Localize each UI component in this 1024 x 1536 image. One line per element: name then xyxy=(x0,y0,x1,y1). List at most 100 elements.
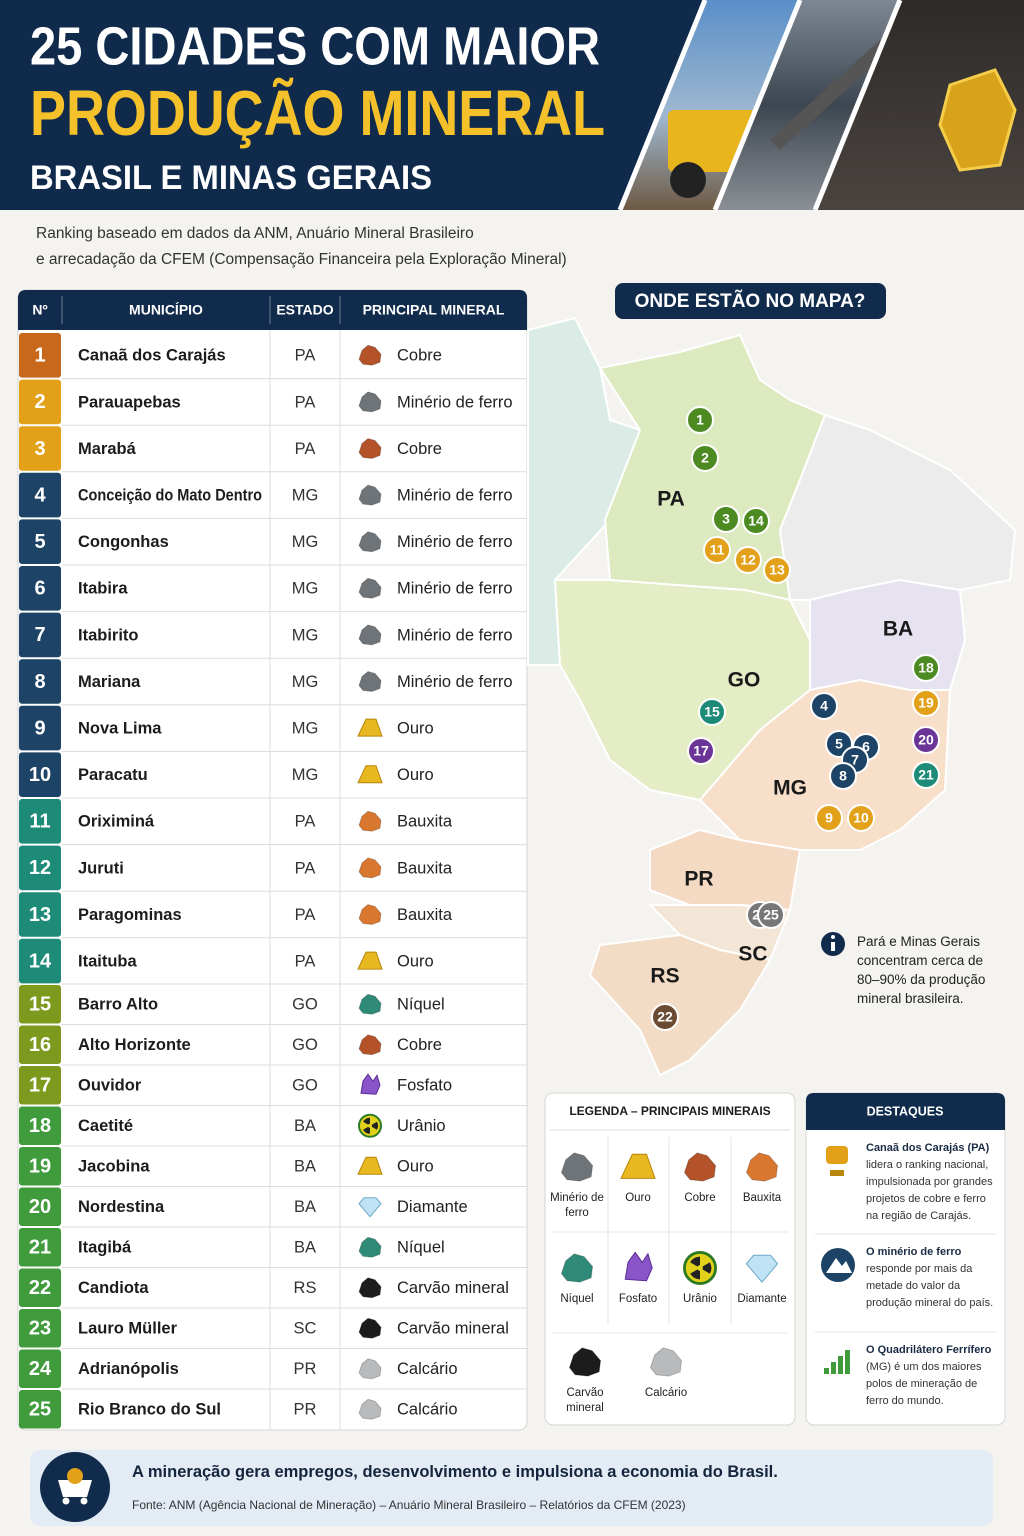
city: Candiota xyxy=(78,1279,149,1297)
mineral-icon xyxy=(360,1073,381,1095)
map-marker xyxy=(912,654,940,682)
mineral-icon xyxy=(358,993,382,1015)
map-marker xyxy=(734,546,762,574)
city: Juruti xyxy=(78,859,124,877)
header-photo xyxy=(620,0,800,210)
city: Parauapebas xyxy=(78,393,181,411)
mineral: Ouro xyxy=(397,766,434,784)
map-marker xyxy=(698,698,726,726)
state: BA xyxy=(294,1117,316,1135)
mineral: Minério de ferro xyxy=(397,533,513,551)
mineral-icon xyxy=(649,1347,683,1377)
map-marker-label: 1 xyxy=(696,412,704,428)
mineral: Minério de ferro xyxy=(397,393,513,411)
mineral: Minério de ferro xyxy=(397,626,513,644)
map-region xyxy=(778,413,1017,601)
chart-icon-bar xyxy=(845,1350,850,1374)
map-marker-label: 12 xyxy=(740,552,756,568)
city: Alto Horizonte xyxy=(78,1036,191,1054)
state: PA xyxy=(295,813,316,831)
state: GO xyxy=(292,1036,318,1054)
footer-message: A mineração gera empregos, desenvolvimen… xyxy=(132,1463,778,1481)
chart-icon-bar xyxy=(838,1356,843,1374)
subtitle: e arrecadação da CFEM (Compensação Finan… xyxy=(36,251,567,268)
state-label: SC xyxy=(738,943,767,966)
map-marker xyxy=(912,761,940,789)
map-title-bg xyxy=(615,283,886,319)
highlight-bold: O minério de ferro xyxy=(866,1246,962,1258)
state-label: GO xyxy=(728,669,761,692)
mineral-icon xyxy=(690,1256,700,1268)
state-label: RS xyxy=(650,965,679,988)
state: MG xyxy=(292,673,319,691)
mineral-icon xyxy=(700,1262,712,1274)
rank-box xyxy=(19,1309,61,1348)
map-marker xyxy=(763,556,791,584)
footer-source: Fonte: ANM (Agência Nacional de Mineraçã… xyxy=(132,1498,686,1512)
map-marker-label: 4 xyxy=(820,698,828,714)
map-marker-label: 11 xyxy=(710,542,725,558)
map-marker xyxy=(686,406,714,434)
city: Jacobina xyxy=(78,1158,150,1176)
mineral-icon xyxy=(358,531,382,553)
highlight-text: responde por mais da metade do valor da … xyxy=(866,1263,994,1309)
mineral-icon xyxy=(620,1153,656,1179)
mineral-icon xyxy=(358,670,382,693)
mineral-icon xyxy=(368,1123,372,1128)
state-label: BA xyxy=(883,618,913,641)
state: PR xyxy=(294,1401,317,1419)
rank: 25 xyxy=(29,1399,51,1421)
divider xyxy=(617,0,708,211)
mineral-icon xyxy=(363,1125,370,1134)
rank: 2 xyxy=(34,391,45,413)
legend-label: Fosfato xyxy=(618,1293,658,1305)
city: Itabira xyxy=(78,580,128,598)
legend-label: Ouro xyxy=(625,1192,651,1204)
rank: 8 xyxy=(34,671,45,693)
map-marker-label: 9 xyxy=(825,810,833,826)
map-marker-label: 3 xyxy=(722,511,730,527)
divider xyxy=(712,0,803,211)
mineral-icon xyxy=(358,437,382,460)
legend-label: Bauxita xyxy=(742,1192,782,1204)
mineral-icon xyxy=(358,344,382,366)
rank: 7 xyxy=(34,624,45,646)
state: PA xyxy=(295,347,316,365)
map-marker-label: 7 xyxy=(851,752,859,768)
table-header: MUNICÍPIO xyxy=(129,302,203,318)
mineral-icon xyxy=(358,1317,382,1339)
mineral-icon xyxy=(745,1254,779,1283)
city: Ouvidor xyxy=(78,1077,142,1095)
highlights-header xyxy=(806,1093,1005,1130)
map-marker-label: 8 xyxy=(839,768,847,784)
cart-wheel xyxy=(62,1497,70,1505)
city: Caetité xyxy=(78,1117,133,1135)
mineral: Diamante xyxy=(397,1198,468,1216)
mineral-icon xyxy=(358,1197,382,1218)
city: Nova Lima xyxy=(78,719,162,737)
city: Rio Branco do Sul xyxy=(78,1401,221,1419)
state: MG xyxy=(292,533,319,551)
state: PR xyxy=(294,1360,317,1378)
map-marker-label: 13 xyxy=(769,562,785,578)
truck-wheel xyxy=(670,162,706,198)
mineral: Bauxita xyxy=(397,859,453,877)
mineral-icon xyxy=(358,1034,382,1056)
map-marker xyxy=(810,692,838,720)
chart-icon-bar xyxy=(831,1362,836,1374)
state: PA xyxy=(295,440,316,458)
mineral-icon xyxy=(358,391,382,413)
mineral: Cobre xyxy=(397,440,442,458)
mineral: Carvão mineral xyxy=(397,1320,509,1338)
title-line1: 25 CIDADES COM MAIOR xyxy=(30,16,600,76)
mineral-icon xyxy=(358,577,382,599)
legend-label: Urânio xyxy=(683,1293,717,1305)
mineral-icon xyxy=(357,765,383,784)
mineral-icon xyxy=(358,903,382,926)
highlight-text: lidera o ranking nacional, impulsionada … xyxy=(866,1159,993,1222)
highlight: O minério de ferro responde por mais da … xyxy=(866,1244,1000,1312)
state: PA xyxy=(295,906,316,924)
gold-nugget xyxy=(938,68,1017,172)
city: Itaituba xyxy=(78,952,137,970)
